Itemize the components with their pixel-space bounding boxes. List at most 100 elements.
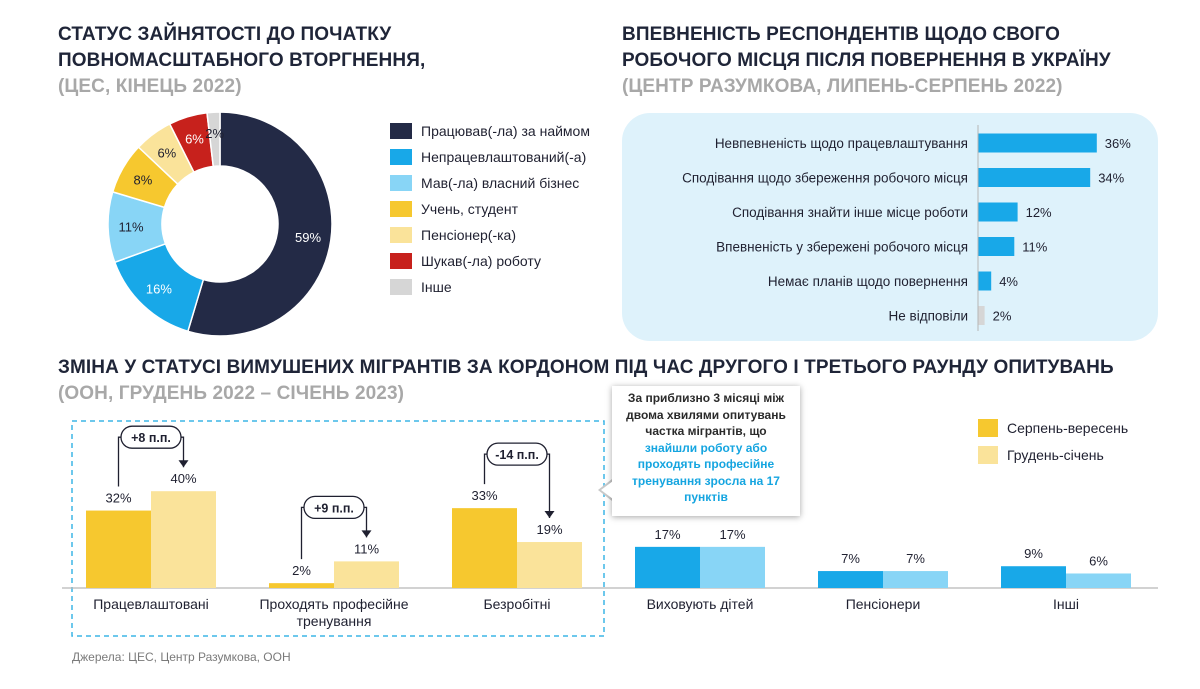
bar [635,546,700,588]
category-label: Працевлаштовані [93,596,209,612]
category-label: Інші [1053,596,1079,612]
bar [1066,573,1131,588]
change-label: +9 п.п. [314,501,354,515]
arrowhead-icon [544,511,555,519]
change-annotation: -14 п.п. [483,442,555,519]
legend-item: Інше [390,274,590,300]
bottom-legend-item: Грудень-січень [978,441,1128,468]
legend-swatch [390,253,412,269]
donut-legend: Працював(-ла) за наймом Непрацевлаштовани… [390,118,590,300]
bottom-legend: Серпень-вересень Грудень-січень [978,414,1128,468]
category-label: тренування [297,613,372,629]
bottom-title-line: ЗМІНА У СТАТУСІ ВИМУШЕНИХ МІГРАНТІВ ЗА К… [58,357,1114,378]
hbar-subtitle: (ЦЕНТР РАЗУМКОВА, ЛИПЕНЬ-СЕРПЕНЬ 2022) [622,76,1063,97]
change-annotation: +8 п.п. [117,425,189,487]
change-label: -14 п.п. [495,448,539,462]
legend-label: Пенсіонер(-ка) [421,227,516,243]
legend-label: Шукав(-ла) роботу [421,253,541,269]
legend-label: Працював(-ла) за наймом [421,123,590,139]
bar [269,583,334,588]
bar-value-label: 6% [1089,553,1108,568]
change-pill [486,442,548,466]
bar [151,491,216,588]
donut-title-line1: СТАТУС ЗАЙНЯТОСТІ ДО ПОЧАТКУ [58,24,392,45]
hbar-chart: Невпевненість щодо працевлаштування 36% Сп… [682,125,1131,331]
hbar-category-label: Немає планів щодо повернення [768,274,968,289]
legend-item: Мав(-ла) власний бізнес [390,170,590,196]
hbar-category-label: Сподівання знайти інше місце роботи [732,205,968,220]
bar [334,561,399,588]
bar-value-label: 19% [536,522,562,537]
bottom-legend-swatch [978,445,998,464]
callout-pointer-inner [601,481,613,499]
donut-slice-label: 6% [185,132,204,147]
bottom-legend-label: Грудень-січень [1007,446,1104,463]
highlight-frame [71,420,605,637]
bottom-legend-swatch [978,418,998,437]
bar-value-label: 33% [471,488,497,503]
hbar-bar [978,133,1097,153]
legend-item: Непрацевлаштований(-а) [390,144,590,170]
legend-swatch [390,201,412,217]
hbar-category-label: Невпевненість щодо працевлаштування [715,136,968,151]
donut-chart-title: СТАТУС ЗАЙНЯТОСТІ ДО ПОЧАТКУ ПОВНОМАСШТА… [58,22,528,100]
arrowhead-icon [178,460,189,468]
hbar-bar [978,306,985,325]
hbar-bar [978,168,1091,187]
donut-title-line2: ПОВНОМАСШТАБНОГО ВТОРГНЕННЯ, [58,50,426,71]
bar-value-label: 7% [841,551,860,566]
legend-swatch [390,175,412,191]
donut-slice-label: 11% [119,220,144,235]
legend-item: Працював(-ла) за наймом [390,118,590,144]
bar [517,542,582,588]
hbar-title-line2: РОБОЧОГО МІСЦЯ ПІСЛЯ ПОВЕРНЕННЯ В УКРАЇН… [622,50,1111,71]
legend-item: Пенсіонер(-ка) [390,222,590,248]
bottom-legend-label: Серпень-вересень [1007,419,1129,436]
hbar-chart-panel: Невпевненість щодо працевлаштування 36% Сп… [622,113,1158,341]
category-label: Безробітні [483,596,550,612]
donut-slice [186,111,333,337]
bar [883,571,948,588]
donut-slice-label: 8% [134,173,153,188]
legend-label: Мав(-ла) власний бізнес [421,175,580,191]
legend-label: Інше [421,279,452,295]
hbar-chart-title: ВПЕВНЕНІСТЬ РЕСПОНДЕНТІВ ЩОДО СВОГО РОБО… [622,22,1182,100]
bar-value-label: 40% [170,471,196,486]
source-note: Джерела: ЦЕС, Центр Разумкова, ООН [72,650,291,664]
hbar-title-line1: ВПЕВНЕНІСТЬ РЕСПОНДЕНТІВ ЩОДО СВОГО [622,24,1061,45]
change-annotation: +9 п.п. [300,495,372,560]
donut-chart: 59%16%11%8%6%6% 2% [107,111,333,337]
hbar-category-label: Сподівання щодо збереження робочого місц… [682,171,968,186]
hbar-value-label: 2% [993,309,1012,324]
bar-value-label: 17% [719,527,745,542]
change-pill [303,495,365,520]
legend-label: Учень, студент [421,201,518,217]
hbar-bar [978,202,1018,222]
donut-slice-label: 59% [295,230,321,245]
bar [700,546,765,588]
bar-value-label: 2% [292,563,311,578]
bar-value-label: 7% [906,551,925,566]
hbar-category-label: Впевненість у збережені робочого місця [716,240,968,255]
hbar-bar [978,271,992,291]
bar [818,571,883,588]
donut-slice [206,111,221,168]
bar [86,510,151,588]
bar-value-label: 32% [105,491,131,506]
category-label: Пенсіонери [846,596,921,612]
legend-swatch [390,123,412,139]
bar-value-label: 17% [654,527,680,542]
change-label: +8 п.п. [131,431,171,445]
legend-label: Непрацевлаштований(-а) [421,149,587,165]
legend-swatch [390,149,412,165]
bottom-chart-title: ЗМІНА У СТАТУСІ ВИМУШЕНИХ МІГРАНТІВ ЗА К… [58,355,1178,407]
bar-value-label: 9% [1024,546,1043,561]
legend-item: Шукав(-ла) роботу [390,248,590,274]
hbar-value-label: 4% [999,274,1018,289]
donut-slice-label: 16% [146,282,172,297]
donut-slice-label: 6% [157,146,176,161]
legend-swatch [390,227,412,243]
legend-item: Учень, студент [390,196,590,222]
hbar-value-label: 36% [1105,136,1131,151]
